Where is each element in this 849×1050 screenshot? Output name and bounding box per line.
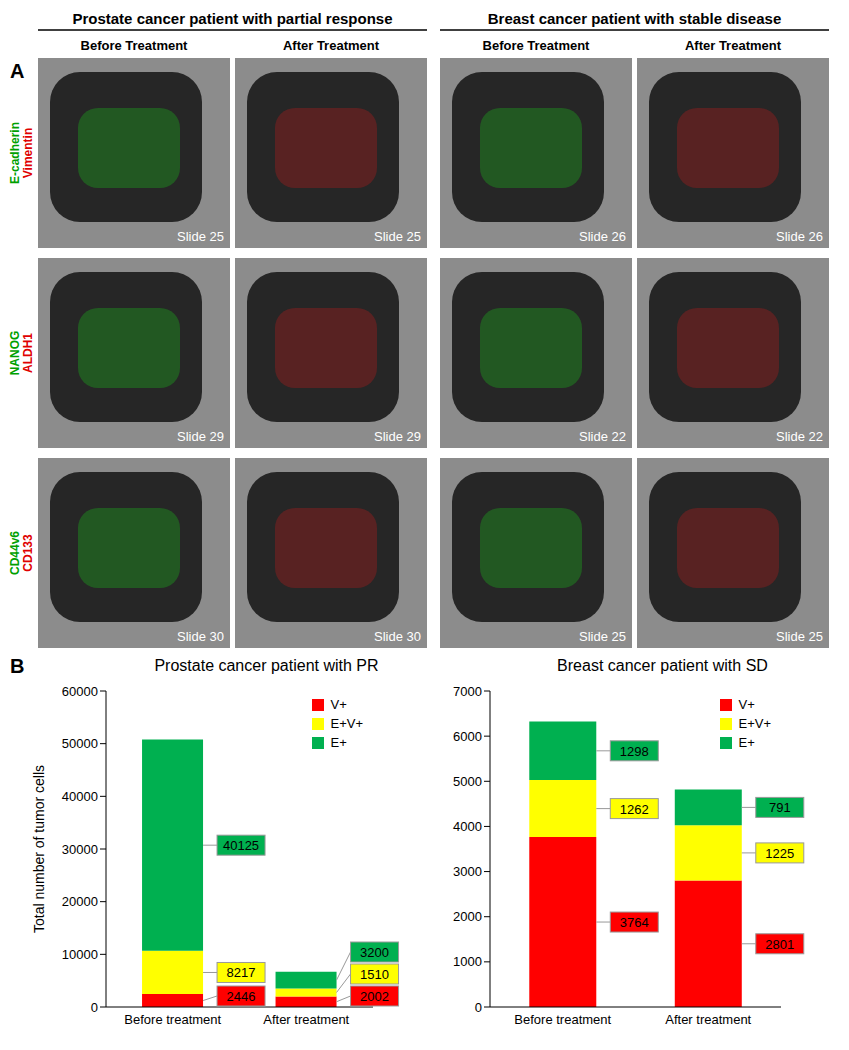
svg-text:After treatment: After treatment — [665, 1012, 751, 1027]
svg-text:4000: 4000 — [453, 819, 482, 834]
svg-text:2002: 2002 — [360, 989, 389, 1004]
svg-text:3000: 3000 — [453, 864, 482, 879]
svg-text:1262: 1262 — [620, 802, 649, 817]
svg-text:Slide 25: Slide 25 — [776, 629, 823, 644]
svg-text:1510: 1510 — [360, 967, 389, 982]
svg-text:Slide 25: Slide 25 — [177, 229, 224, 244]
svg-text:6000: 6000 — [453, 729, 482, 744]
svg-text:After treatment: After treatment — [263, 1012, 349, 1027]
html-text:B: B — [10, 655, 25, 677]
svg-text:Slide 25: Slide 25 — [579, 629, 626, 644]
html-text:E+V+: E+V+ — [330, 716, 363, 731]
svg-text:20000: 20000 — [62, 894, 98, 909]
svg-text:Before treatment: Before treatment — [514, 1012, 611, 1027]
svg-text:After Treatment: After Treatment — [283, 38, 380, 53]
svg-text:CD44v6: CD44v6 — [8, 531, 22, 575]
html-text:V+: V+ — [330, 697, 347, 712]
svg-text:791: 791 — [769, 800, 791, 815]
svg-text:Total number of tumor cells: Total number of tumor cells — [31, 765, 47, 933]
svg-text:Slide 26: Slide 26 — [579, 229, 626, 244]
svg-text:Slide 30: Slide 30 — [374, 629, 421, 644]
svg-text:3764: 3764 — [620, 915, 649, 930]
svg-text:ALDH1: ALDH1 — [21, 333, 35, 373]
html-text:Prostate cancer patient with P: Prostate cancer patient with PR — [154, 657, 379, 674]
svg-text:Slide 25: Slide 25 — [374, 229, 421, 244]
svg-text:2801: 2801 — [765, 937, 794, 952]
svg-text:NANOG: NANOG — [8, 331, 22, 376]
svg-text:2000: 2000 — [453, 909, 482, 924]
html-text:E+V+: E+V+ — [738, 716, 771, 731]
svg-text:40125: 40125 — [223, 838, 259, 853]
svg-text:1225: 1225 — [765, 846, 794, 861]
svg-text:8217: 8217 — [227, 965, 256, 980]
svg-text:60000: 60000 — [62, 684, 98, 699]
svg-text:E-cadherin: E-cadherin — [8, 122, 22, 184]
html-text:V+: V+ — [738, 697, 755, 712]
svg-text:0: 0 — [91, 1000, 98, 1015]
svg-text:7000: 7000 — [453, 684, 482, 699]
svg-text:1298: 1298 — [620, 744, 649, 759]
svg-text:40000: 40000 — [62, 789, 98, 804]
svg-text:50000: 50000 — [62, 736, 98, 751]
svg-text:Slide 22: Slide 22 — [776, 429, 823, 444]
html-text:E+: E+ — [330, 735, 347, 750]
svg-text:30000: 30000 — [62, 842, 98, 857]
svg-text:Prostate cancer patient with p: Prostate cancer patient with partial res… — [72, 10, 392, 27]
svg-text:3200: 3200 — [360, 945, 389, 960]
html-text:E+: E+ — [738, 735, 755, 750]
svg-text:Slide 29: Slide 29 — [177, 429, 224, 444]
svg-text:Before Treatment: Before Treatment — [81, 38, 189, 53]
svg-text:10000: 10000 — [62, 947, 98, 962]
svg-text:After Treatment: After Treatment — [685, 38, 782, 53]
svg-text:CD133: CD133 — [21, 534, 35, 572]
svg-text:5000: 5000 — [453, 774, 482, 789]
svg-text:1000: 1000 — [453, 954, 482, 969]
svg-text:A: A — [10, 60, 24, 82]
svg-text:Slide 30: Slide 30 — [177, 629, 224, 644]
svg-text:0: 0 — [475, 1000, 482, 1015]
svg-text:Breast cancer patient with sta: Breast cancer patient with stable diseas… — [488, 10, 781, 27]
svg-text:2446: 2446 — [227, 989, 256, 1004]
svg-text:Before Treatment: Before Treatment — [483, 38, 591, 53]
svg-text:Vimentin: Vimentin — [21, 128, 35, 178]
html-text:Breast cancer patient with SD: Breast cancer patient with SD — [557, 657, 768, 674]
svg-text:Slide 26: Slide 26 — [776, 229, 823, 244]
svg-text:Slide 29: Slide 29 — [374, 429, 421, 444]
svg-text:Before treatment: Before treatment — [124, 1012, 221, 1027]
svg-text:Slide 22: Slide 22 — [579, 429, 626, 444]
